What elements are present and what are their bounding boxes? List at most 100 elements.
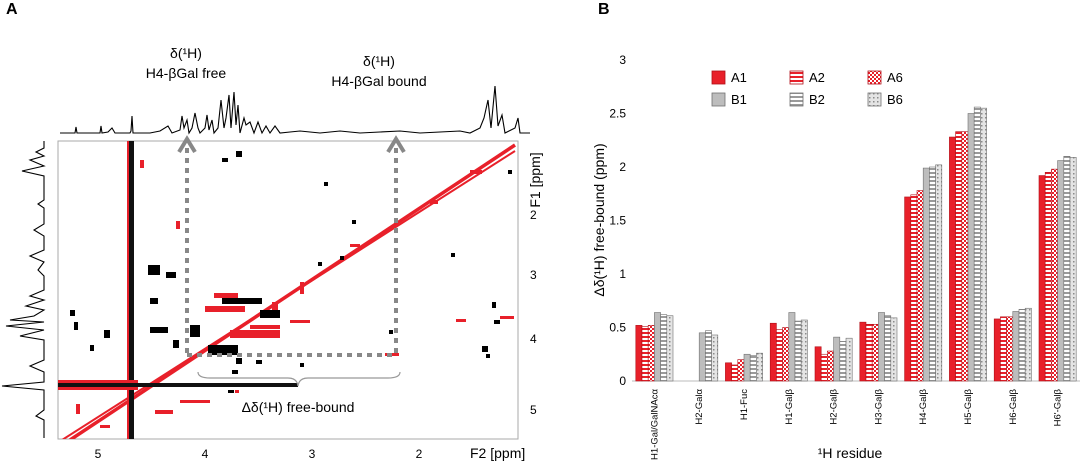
bar-A1-8 (993, 318, 1001, 382)
bar-B1-5 (878, 312, 885, 382)
y-tick-label: 2.5 (609, 107, 626, 121)
bar-B6-0 (666, 315, 674, 382)
panel-a-letter: A (6, 1, 18, 18)
category-label: H1-Gal/GalNAcα (649, 388, 660, 459)
bar-A6-8 (1006, 316, 1014, 382)
y-axis: 0 0.5 1 1.5 2 2.5 3 (609, 53, 626, 388)
category-label: H1-Fuc (739, 389, 750, 420)
cross-peaks-black (70, 151, 512, 398)
label-bound-line2: H4-βGal bound (331, 73, 426, 89)
delta-brace (197, 371, 401, 387)
panel-b: B Δδ(¹H) free-bound (ppm) ¹H residue 0 0.… (591, 1, 1080, 461)
legend-swatch-B1 (711, 92, 726, 107)
f1-tick: 3 (530, 268, 537, 282)
bar-A2-5 (865, 323, 873, 382)
label-bound-line1: δ(¹H) (363, 53, 395, 69)
bar-B1-4 (833, 336, 841, 382)
category-label: H6-Galβ (1008, 388, 1019, 424)
bar-B2-5 (884, 315, 892, 382)
vertical-noise-band (127, 141, 134, 439)
bar-B6-3 (800, 319, 808, 382)
bar-B6-7 (980, 107, 987, 382)
legend: A1 A2 A6 B1 B2 B6 (711, 70, 903, 107)
left-1d-spectrum (1, 141, 46, 438)
bar-B6-2 (756, 352, 763, 382)
f2-tick: 5 (95, 447, 102, 461)
f1-tick: 5 (530, 403, 537, 417)
bar-B1-3 (788, 312, 796, 382)
bar-A1-0 (635, 325, 643, 382)
bar-B2-1 (705, 330, 712, 382)
bar-B2-0 (660, 314, 668, 382)
legend-swatch-A6 (867, 70, 882, 85)
bars (635, 106, 1077, 382)
bar-A6-2 (737, 359, 745, 382)
legend-swatch-A2 (789, 70, 804, 85)
bar-B1-2 (743, 353, 751, 382)
category-label: H5-Galβ (963, 388, 974, 424)
bar-B6-1 (711, 334, 719, 382)
panel-b-letter: B (598, 1, 610, 18)
bar-A1-7 (949, 136, 956, 382)
category-label: H3-Galβ (873, 388, 884, 424)
bar-B1-6 (922, 167, 930, 382)
bar-A1-4 (814, 346, 822, 382)
bar-B2-3 (794, 320, 802, 382)
bar-B1-8 (1012, 311, 1020, 382)
legend-label-A6: A6 (887, 70, 903, 85)
bar-B1-0 (654, 312, 661, 382)
bar-A2-9 (1044, 172, 1052, 382)
bar-B1-7 (967, 113, 975, 382)
horizontal-noise-band (58, 383, 298, 387)
bar-A6-9 (1051, 168, 1058, 382)
bar-A1-3 (769, 322, 777, 382)
bar-B2-8 (1018, 309, 1026, 382)
bar-A1-5 (859, 321, 867, 382)
category-label: H2-Galβ (829, 388, 840, 424)
y-tick-label: 3 (619, 53, 626, 67)
bar-A2-7 (955, 131, 963, 382)
bar-A6-0 (647, 325, 655, 382)
f2-axis-label: F2 [ppm] (470, 445, 525, 461)
bar-B6-9 (1069, 157, 1077, 382)
legend-label-A1: A1 (731, 70, 747, 85)
bar-B1-9 (1057, 160, 1065, 382)
delta-label-bg (218, 395, 378, 417)
bar-A2-3 (776, 329, 783, 382)
bar-A6-5 (871, 323, 879, 382)
bar-B6-4 (845, 337, 853, 382)
bar-A6-4 (827, 350, 834, 382)
y-axis-label: Δδ(¹H) free-bound (ppm) (591, 143, 607, 296)
bar-A2-2 (731, 364, 739, 382)
bar-B2-7 (973, 106, 981, 382)
f2-tick: 3 (309, 447, 316, 461)
top-1d-spectrum (60, 85, 530, 135)
bar-B6-6 (935, 164, 943, 382)
bar-B2-4 (839, 341, 847, 382)
category-label: H2-Galα (694, 389, 705, 425)
y-tick-label: 0 (619, 374, 626, 388)
bar-B2-6 (929, 166, 936, 382)
bar-A2-4 (820, 353, 828, 382)
bar-B6-8 (1024, 307, 1032, 382)
legend-label-B6: B6 (887, 92, 903, 107)
x-axis-label: ¹H residue (818, 445, 883, 461)
f1-tick: 4 (530, 332, 537, 346)
legend-swatch-B2 (789, 92, 804, 107)
f1-tick: 2 (530, 208, 537, 222)
y-tick-label: 1.5 (609, 214, 626, 228)
bar-A1-9 (1038, 175, 1046, 382)
f1-axis-label: F1 [ppm] (527, 152, 543, 207)
legend-label-B2: B2 (809, 92, 825, 107)
bar-B6-5 (890, 317, 898, 382)
f2-tick: 4 (202, 447, 209, 461)
bar-A2-6 (910, 194, 918, 382)
legend-swatch-A1 (711, 70, 726, 85)
bar-B2-2 (749, 355, 757, 382)
label-delta: Δδ(¹H) free-bound (242, 399, 355, 415)
legend-swatch-B6 (867, 92, 882, 107)
label-free-line1: δ(¹H) (170, 45, 202, 61)
label-free-line2: H4-βGal free (146, 65, 227, 81)
category-label: H6'-Galβ (1053, 388, 1064, 426)
